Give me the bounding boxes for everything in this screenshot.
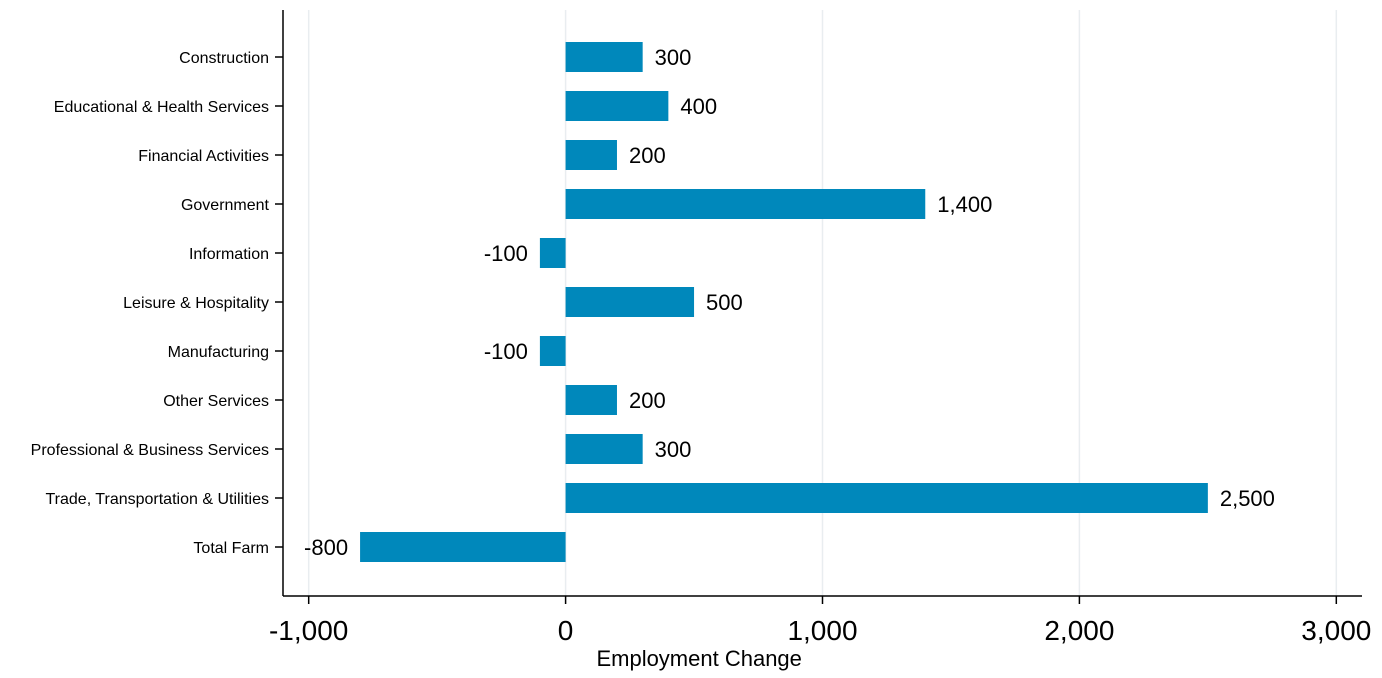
bar-10 [360,532,566,562]
value-label-10: -800 [304,535,348,560]
x-tick-label-4: 3,000 [1301,615,1371,646]
bar-2 [565,140,617,170]
category-label-3: Government [181,197,270,214]
bar-7 [565,385,617,415]
bar-9 [565,483,1208,513]
value-label-1: 400 [680,94,717,119]
bar-3 [565,189,926,219]
bar-5 [565,287,695,317]
bar-6 [539,336,566,366]
value-label-0: 300 [655,45,692,70]
value-label-3: 1,400 [937,192,992,217]
value-labels: 300 400 200 1,400 -100 500 -100 200 300 2,500 -800 [304,45,1275,560]
x-tick-label-2: 1,000 [787,615,857,646]
category-label-1: Educational & Health Services [54,99,269,116]
bars [360,42,1208,562]
value-label-9: 2,500 [1220,486,1275,511]
category-label-6: Manufacturing [168,344,269,361]
x-ticks: -1,000 0 1,000 2,000 3,000 [269,596,1371,646]
x-axis-title: Employment Change [596,646,801,671]
value-label-8: 300 [655,437,692,462]
value-label-4: -100 [484,241,528,266]
category-label-8: Professional & Business Services [31,442,269,459]
category-label-10: Total Farm [193,540,269,557]
category-label-7: Other Services [163,393,269,410]
bar-4 [539,238,566,268]
value-label-2: 200 [629,143,666,168]
value-label-5: 500 [706,290,743,315]
x-tick-label-3: 2,000 [1044,615,1114,646]
category-label-9: Trade, Transportation & Utilities [46,491,270,508]
bar-8 [565,434,643,464]
category-label-0: Construction [179,50,269,67]
category-label-4: Information [189,246,269,263]
category-labels: Construction Educational & Health Service… [31,50,283,557]
bar-0 [565,42,643,72]
value-label-7: 200 [629,388,666,413]
x-tick-label-1: 0 [558,615,574,646]
bar-1 [565,91,669,121]
category-label-2: Financial Activities [138,148,269,165]
x-tick-label-0: -1,000 [269,615,348,646]
value-label-6: -100 [484,339,528,364]
category-label-5: Leisure & Hospitality [123,295,269,312]
